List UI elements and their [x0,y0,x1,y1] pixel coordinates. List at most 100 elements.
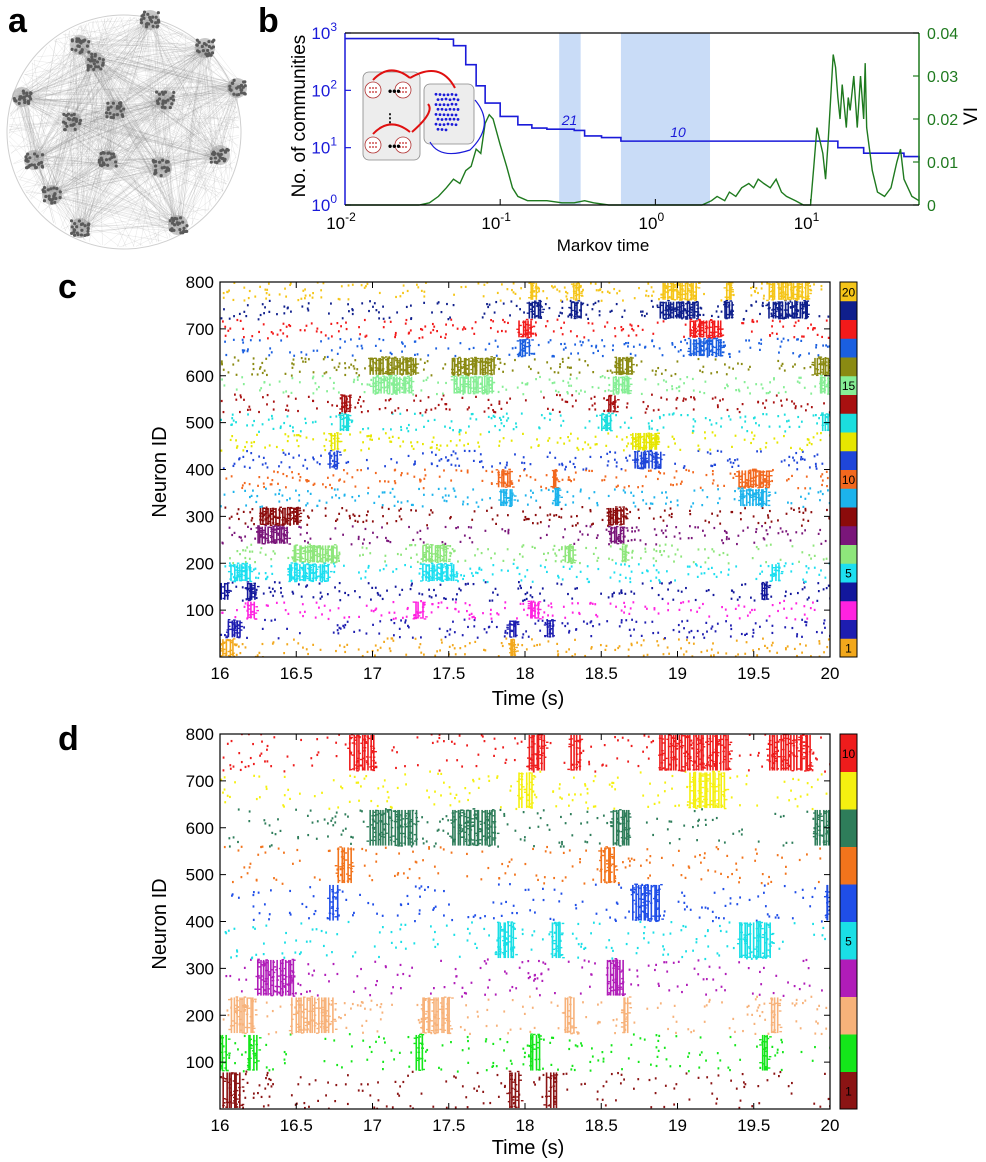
colorbar-label: 1 [845,642,852,656]
network-cluster [195,38,216,58]
colorbar-swatch [840,771,857,810]
colorbar-swatch [840,996,857,1035]
x-tick-label: 19.5 [737,1116,770,1135]
population-burst [607,525,629,545]
background-spikes [222,449,830,471]
series-communities-line [345,37,920,161]
population-burst [723,299,735,320]
population-burst [735,468,773,489]
y-tick-label: 800 [186,273,214,292]
colorbar-swatch [840,619,857,639]
population-burst [244,581,260,601]
markov-time-chart: Markov time No. of communities VI 100101… [289,20,982,255]
colorbar-swatch [840,846,857,885]
population-burst [552,487,563,507]
colorbar-swatch [840,525,857,545]
y-tick-label: 400 [186,913,214,932]
network-graph [6,10,247,250]
population-burst [656,299,700,320]
population-burst [613,356,635,376]
population-burst [736,920,775,959]
population-burst [549,921,565,959]
network-boundary [6,14,242,250]
colorbar-label: 1 [845,1084,852,1098]
x-tick-label: 17 [363,1116,382,1135]
x-tick-label: 16.5 [280,1116,313,1135]
population-burst [516,772,537,809]
background-spikes [225,468,829,490]
network-cluster [97,150,118,170]
y-tick-label: 500 [186,866,214,885]
background-spikes [220,356,830,377]
population-burst [689,318,725,339]
x-tick-label: 17.5 [432,664,465,683]
network-cluster [85,52,105,72]
population-burst [327,884,341,921]
population-burst [334,846,355,884]
background-spikes [220,618,830,640]
background-spikes [224,337,830,359]
population-burst [220,638,238,657]
population-burst [450,374,496,395]
colorbar-swatch [840,338,857,358]
colorbar-frame [839,281,858,658]
colorbar-label: 20 [842,285,856,299]
y-axis-label-right: VI [961,107,982,125]
population-burst [222,1072,245,1109]
colorbar-swatch [840,809,857,847]
network-cluster [227,78,247,98]
network-cluster [69,218,91,238]
population-burst [339,412,352,432]
population-burst [494,921,518,959]
population-burst [526,734,549,771]
panel-label-b: b [258,2,279,40]
y-tick-label: 100 [186,1053,214,1072]
colorbar-swatch [840,1034,857,1072]
y-tick-label-left: 103 [311,20,337,43]
population-burst [528,282,539,300]
y-tick-label-right: 0.02 [927,112,958,129]
colorbar-swatch [840,884,857,922]
schematic-inset: ••• ••• ⋮ [362,69,485,161]
y-tick-label: 700 [186,320,214,339]
population-burst [413,1033,425,1071]
population-burst [420,543,451,564]
population-burst [255,524,292,545]
y-tick-label: 100 [186,601,214,620]
population-burst [737,487,772,508]
population-burst [526,299,545,319]
y-tick-label: 300 [186,959,214,978]
band-annotation: 21 [561,112,578,128]
population-burst [598,846,619,884]
raster-area [220,282,830,657]
raster-area [220,734,830,1109]
colorbar-swatch [840,638,857,658]
population-burst [609,809,632,847]
population-burst [419,562,459,582]
x-tick-label: 20 [821,664,840,683]
x-axis-label: Markov time [557,236,650,255]
y-tick-label: 600 [186,819,214,838]
population-burst [630,883,664,922]
svg-text:⋮: ⋮ [384,111,396,125]
background-spikes [224,920,826,961]
colorbar-swatch [840,600,857,620]
background-spikes [220,1070,830,1109]
colorbar-swatch [840,734,857,772]
population-burst [347,734,378,772]
y-tick-label: 800 [186,725,214,744]
population-burst [369,374,415,395]
background-spikes [220,412,828,434]
y-tick-label: 700 [186,772,214,791]
network-cluster [104,100,126,120]
population-burst [561,996,579,1035]
x-tick-label: 17 [363,664,382,683]
y-tick-label-right: 0.03 [927,69,958,86]
population-burst [227,996,258,1035]
y-tick-label-right: 0 [927,198,936,215]
x-tick-label: 19 [668,1116,687,1135]
population-burst [368,356,420,377]
population-burst [550,469,561,489]
y-tick-label-right: 0.01 [927,155,958,172]
